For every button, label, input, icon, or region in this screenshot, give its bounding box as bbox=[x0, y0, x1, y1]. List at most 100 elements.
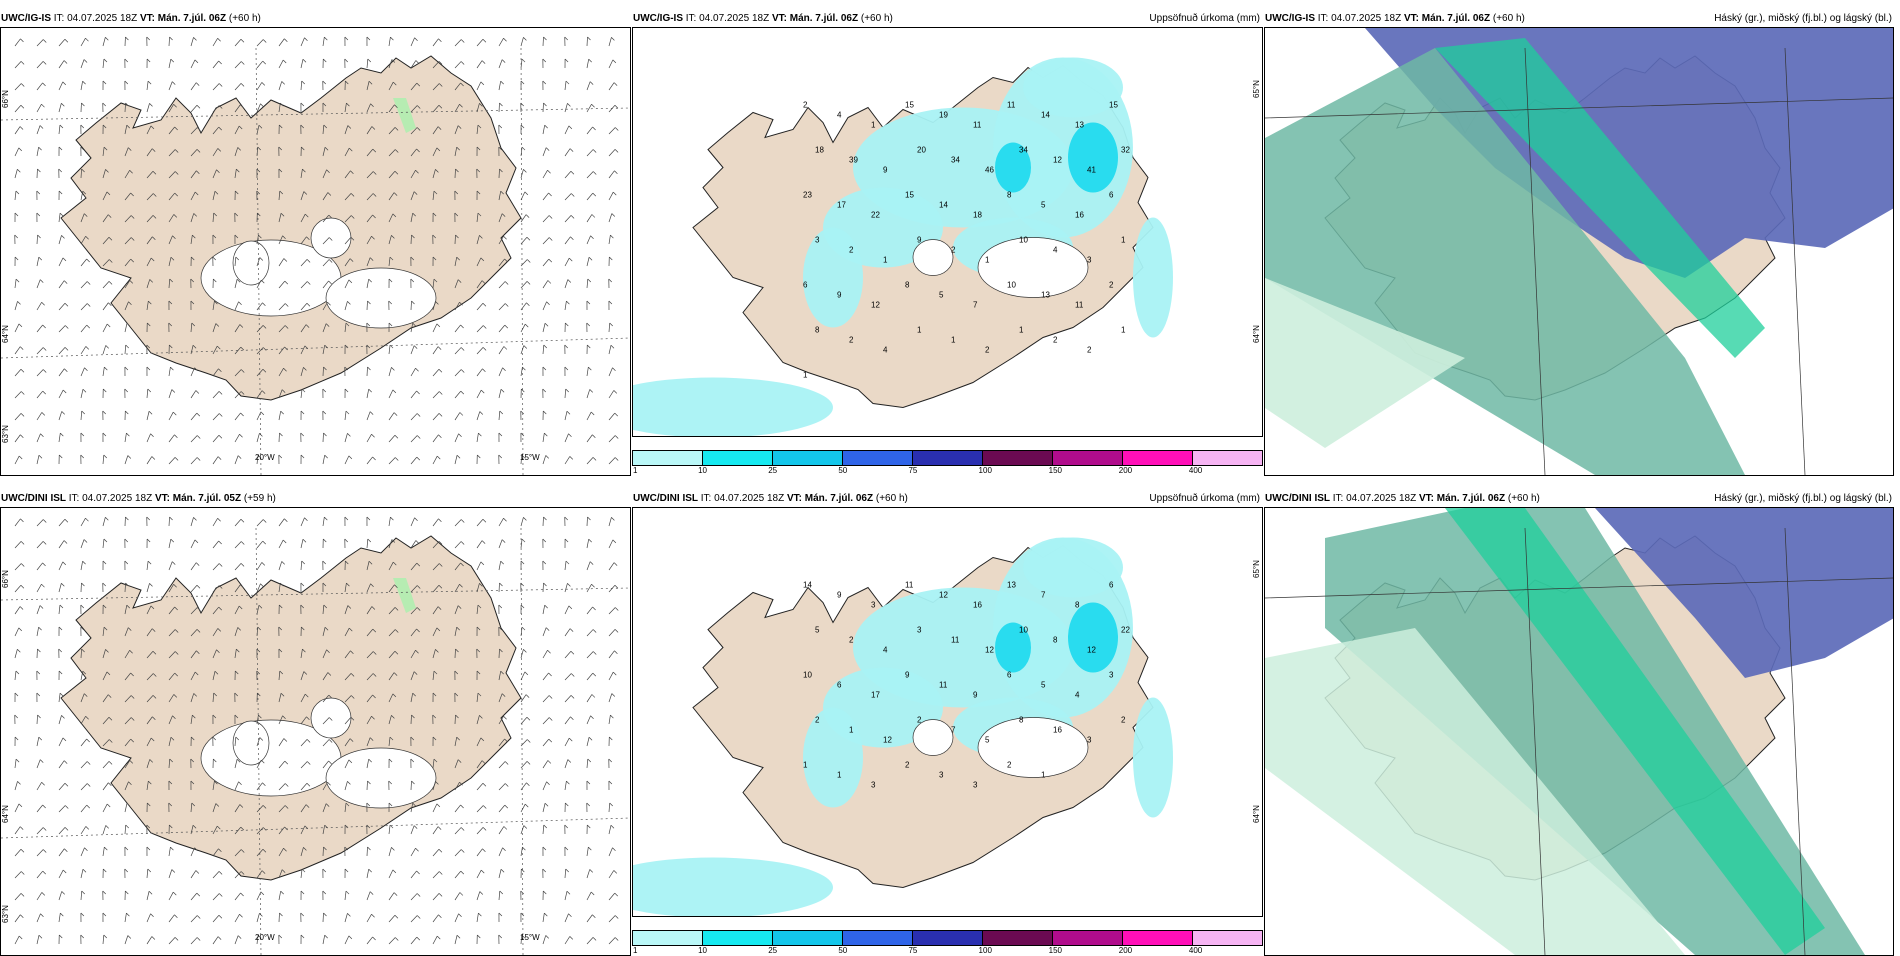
wind-barb-flag bbox=[150, 583, 153, 586]
wind-barb bbox=[15, 456, 19, 464]
wind-barb-flag bbox=[59, 455, 62, 458]
wind-barb-flag bbox=[571, 651, 574, 654]
wind-barb bbox=[59, 61, 64, 68]
precip-value-label: 5 bbox=[1041, 201, 1046, 210]
wind-barb-flag bbox=[148, 389, 151, 392]
wind-barb-flag bbox=[367, 847, 370, 850]
wind-barb-flag bbox=[263, 61, 266, 64]
wind-barb-flag bbox=[417, 916, 420, 919]
wind-barb bbox=[37, 563, 43, 570]
wind-barb bbox=[609, 235, 610, 244]
wind-barb bbox=[59, 347, 65, 354]
wind-barb-flag bbox=[21, 84, 24, 87]
wind-barb bbox=[323, 935, 325, 944]
wind-barb-flag bbox=[437, 804, 440, 807]
wind-barb-flag bbox=[59, 627, 62, 630]
wind-barb bbox=[609, 803, 610, 812]
wind-barb-flag bbox=[125, 561, 128, 564]
wind-barb bbox=[103, 324, 107, 332]
wind-barb-flag bbox=[301, 103, 304, 106]
wind-barb bbox=[81, 81, 83, 90]
wind-barb-flag bbox=[543, 81, 546, 84]
wind-barb-flag bbox=[610, 323, 613, 326]
wind-barb-flag bbox=[284, 39, 287, 42]
wind-barb bbox=[15, 893, 21, 900]
lead-time: (+59 h) bbox=[244, 493, 276, 504]
wind-barb bbox=[521, 324, 525, 332]
wind-barb-flag bbox=[499, 913, 502, 916]
wind-barb-flag bbox=[64, 281, 67, 284]
wind-barb-flag bbox=[281, 411, 284, 414]
wind-barb-flag bbox=[323, 561, 326, 564]
init-time: IT: 04.07.2025 18Z bbox=[1318, 13, 1401, 24]
wind-barb bbox=[103, 935, 104, 944]
wind-barb-flag bbox=[81, 103, 84, 106]
wind-barb bbox=[477, 303, 483, 310]
wind-barb-flag bbox=[323, 411, 326, 414]
wind-barb-flag bbox=[566, 81, 569, 84]
wind-barb-flag bbox=[461, 347, 464, 350]
product-title: Uppsöfnuð úrkoma (mm) bbox=[1149, 493, 1260, 505]
wind-barb-flag bbox=[504, 236, 507, 239]
wind-barb bbox=[499, 325, 505, 332]
wind-barb bbox=[455, 827, 461, 834]
wind-barb bbox=[499, 561, 501, 570]
wind-barb-flag bbox=[60, 213, 63, 216]
wind-barb-flag bbox=[570, 629, 573, 632]
wind-barb bbox=[81, 805, 87, 812]
wind-barb bbox=[323, 37, 324, 46]
wind-barb-flag bbox=[279, 913, 282, 916]
wind-barb bbox=[37, 871, 43, 878]
wind-barb-flag bbox=[589, 59, 592, 62]
wind-barb bbox=[499, 60, 502, 68]
wind-barb bbox=[213, 563, 219, 570]
wind-barb bbox=[477, 849, 482, 856]
wind-barb-flag bbox=[437, 936, 440, 939]
wind-barb bbox=[499, 848, 503, 856]
wind-barb bbox=[125, 323, 127, 332]
colorbar-tick-label: 100 bbox=[979, 946, 992, 955]
wind-barb-flag bbox=[218, 937, 221, 940]
wind-barb-flag bbox=[588, 279, 591, 282]
wind-barb-flag bbox=[43, 563, 46, 566]
wind-barb bbox=[411, 826, 414, 834]
wind-barb bbox=[521, 804, 525, 812]
wind-barb-flag bbox=[416, 540, 419, 543]
wind-barb-flag bbox=[609, 279, 612, 282]
precip-value-label: 13 bbox=[1041, 291, 1050, 300]
wind-barb bbox=[499, 81, 501, 90]
wind-barb bbox=[565, 781, 566, 790]
wind-barb bbox=[81, 325, 87, 332]
wind-barb-flag bbox=[565, 323, 568, 326]
wind-barb bbox=[565, 869, 566, 878]
wind-barb bbox=[279, 519, 284, 526]
wind-barb-flag bbox=[590, 389, 593, 392]
glacier-3 bbox=[311, 218, 351, 258]
wind-barb-flag bbox=[87, 739, 90, 742]
precip-value-label: 1 bbox=[883, 256, 888, 265]
colorbar-swatch-4 bbox=[913, 931, 983, 945]
precip-value-label: 13 bbox=[1007, 581, 1016, 590]
precip-value-label: 2 bbox=[1007, 761, 1012, 770]
wind-barb bbox=[389, 345, 390, 354]
wind-barb-flag bbox=[483, 827, 486, 830]
wind-barb-flag bbox=[62, 235, 65, 238]
wind-barb-flag bbox=[526, 783, 529, 786]
lat-label-63: 63°N bbox=[1, 905, 10, 923]
precip-value-label: 5 bbox=[939, 291, 944, 300]
wind-barb-flag bbox=[592, 214, 595, 217]
wind-barb bbox=[103, 847, 104, 856]
wind-barb-flag bbox=[504, 518, 507, 521]
wind-barb bbox=[191, 105, 197, 112]
wind-barb-flag bbox=[83, 81, 86, 84]
wind-barb-flag bbox=[501, 81, 504, 84]
wind-barb-flag bbox=[196, 390, 199, 393]
wind-barb-flag bbox=[395, 458, 398, 461]
wind-barb-flag bbox=[543, 59, 546, 62]
wind-barb bbox=[103, 367, 104, 376]
wind-barb-flag bbox=[439, 872, 442, 875]
wind-barb-flag bbox=[43, 541, 46, 544]
glacier-1 bbox=[913, 720, 953, 756]
wind-barb-flag bbox=[301, 433, 304, 436]
colorbar-tick-label: 25 bbox=[768, 946, 777, 955]
